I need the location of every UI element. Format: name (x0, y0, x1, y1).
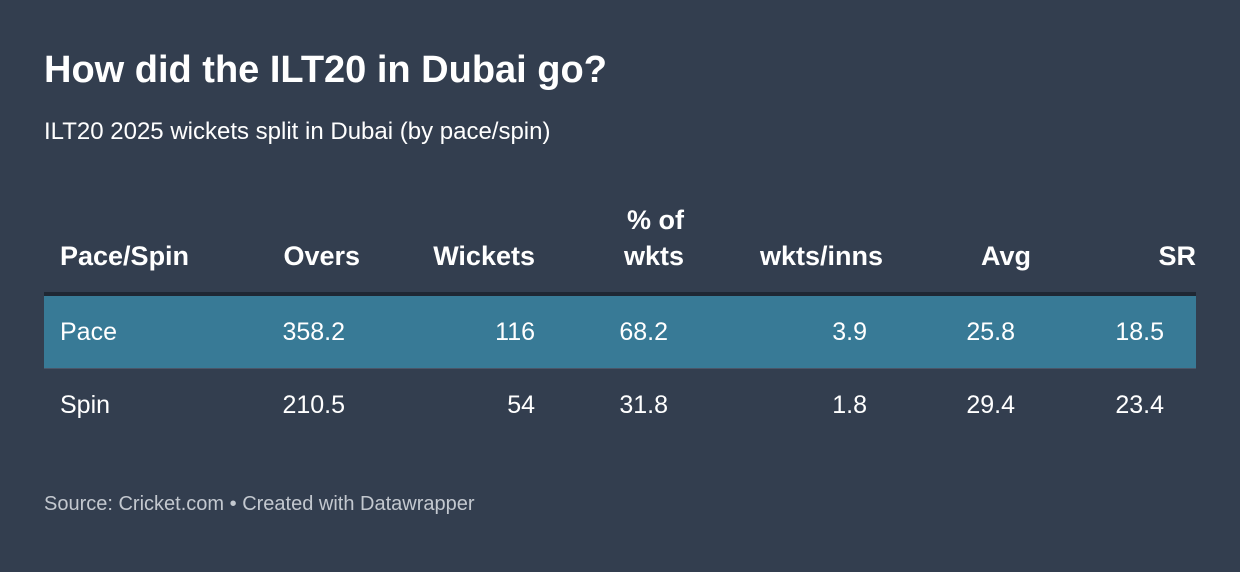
source-text: Source: Cricket.com (44, 493, 225, 515)
cell-avg: 29.4 (966, 391, 1015, 419)
footer-separator: • (229, 493, 237, 515)
cell-wickets: 116 (495, 318, 535, 346)
table-body: Pace 358.2 116 68.2 3.9 25.8 18.5 Spin 210.5 54 31… (44, 296, 1196, 441)
header-pace-spin: Pace/Spin (60, 238, 189, 274)
header-avg-line1: Avg (980, 241, 1031, 271)
cell-avg: 25.8 (966, 318, 1015, 346)
header-avg: Avg (981, 238, 1031, 274)
header-pct-wkts-line1: % of (627, 205, 684, 235)
header-pct-wkts: % of wkts (624, 202, 684, 274)
cell-overs: 358.2 (282, 318, 345, 346)
cell-wkts-inns: 3.9 (832, 318, 867, 346)
table-row: Pace 358.2 116 68.2 3.9 25.8 18.5 (44, 296, 1196, 369)
header-overs-line1: Overs (283, 241, 360, 271)
data-table: Pace/Spin Overs Wickets % of wkts wkts/inns Av… (44, 192, 1196, 441)
chart-title: How did the ILT20 in Dubai go? (44, 49, 607, 91)
cell-wkts-inns: 1.8 (832, 391, 867, 419)
header-wkts-inns: wkts/inns (760, 238, 883, 274)
header-wickets: Wickets (433, 238, 535, 274)
header-pct-wkts-line2: wkts (623, 241, 684, 271)
cell-pace-spin: Spin (60, 391, 111, 419)
header-wkts-inns-line1: wkts/inns (759, 241, 883, 271)
chart-subtitle: ILT20 2025 wickets split in Dubai (by pa… (44, 118, 551, 145)
cell-sr: 23.4 (1115, 391, 1164, 419)
header-sr-line1: SR (1158, 241, 1196, 271)
table-header: Pace/Spin Overs Wickets % of wkts wkts/inns Av… (44, 192, 1196, 296)
header-pace-spin-line1: Pace/Spin (60, 241, 190, 271)
source-footer: Source: Cricket.com • Created with Dataw… (44, 490, 475, 518)
header-wickets-line1: Wickets (433, 241, 535, 271)
cell-pct-wkts: 31.8 (619, 391, 668, 419)
cell-pace-spin: Pace (60, 318, 117, 346)
cell-pct-wkts: 68.2 (619, 318, 668, 346)
credit-text: Created with Datawrapper (242, 493, 475, 515)
header-overs: Overs (283, 238, 360, 274)
header-sr: SR (1158, 238, 1196, 274)
table-row: Spin 210.5 54 31.8 1.8 29.4 23.4 (44, 369, 1196, 441)
cell-sr: 18.5 (1115, 318, 1164, 346)
cell-wickets: 54 (507, 391, 535, 419)
cell-overs: 210.5 (282, 391, 345, 419)
